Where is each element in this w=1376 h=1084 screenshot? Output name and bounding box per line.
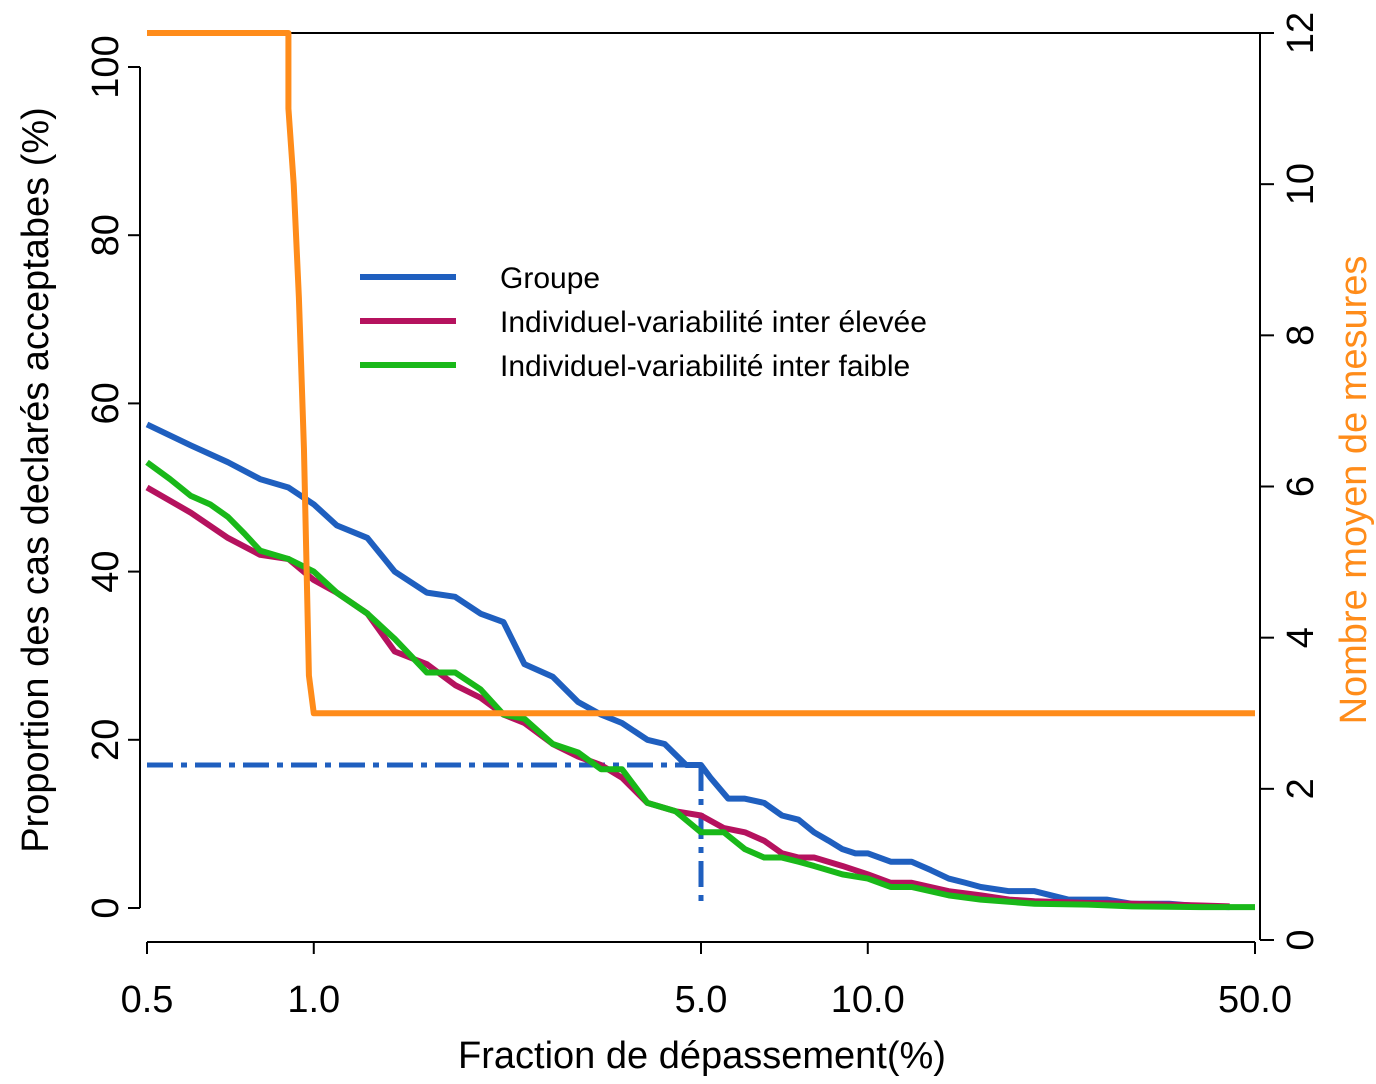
y-right-tick-label: 10 — [1280, 163, 1322, 205]
legend-label: Individuel-variabilité inter élevée — [500, 306, 927, 339]
x-axis-title: Fraction de dépassement(%) — [458, 1035, 946, 1077]
y-left-tick-label: 20 — [85, 719, 127, 761]
y-right-tick-label: 0 — [1280, 929, 1322, 950]
y-right-tick-label: 6 — [1280, 476, 1322, 497]
y-left-tick-label: 0 — [85, 897, 127, 918]
y-right-tick-label: 2 — [1280, 778, 1322, 799]
axes: 0 20 40 60 80 100 0 2 4 6 8 10 12 0.5 1.0 5.0 10.0 50.0 — [85, 12, 1322, 1021]
y-right-tick-label: 8 — [1280, 325, 1322, 346]
y-right-tick-label: 4 — [1280, 627, 1322, 648]
y-axis-left-title: Proportion des cas declarés acceptabes (… — [15, 107, 57, 853]
y-left-tick-label: 100 — [85, 35, 127, 98]
y-left-tick-label: 60 — [85, 382, 127, 424]
x-tick-label: 0.5 — [121, 979, 174, 1021]
x-tick-label: 5.0 — [675, 979, 728, 1021]
series-layer — [145, 30, 1256, 911]
x-tick-label: 10.0 — [831, 979, 905, 1021]
y-left-tick-label: 80 — [85, 214, 127, 256]
series-line-2 — [145, 459, 1255, 911]
series-line-3 — [147, 30, 1255, 717]
x-tick-label: 50.0 — [1218, 979, 1292, 1021]
y-left-tick-label: 40 — [85, 550, 127, 592]
y-right-tick-label: 12 — [1280, 12, 1322, 54]
x-tick-label: 1.0 — [287, 979, 340, 1021]
legend: Groupe Individuel-variabilité inter élevé… — [360, 262, 927, 383]
legend-label: Groupe — [500, 262, 600, 295]
y-axis-right-title: Nombre moyen de mesures — [1333, 256, 1375, 725]
legend-label: Individuel-variabilité inter faible — [500, 350, 910, 383]
